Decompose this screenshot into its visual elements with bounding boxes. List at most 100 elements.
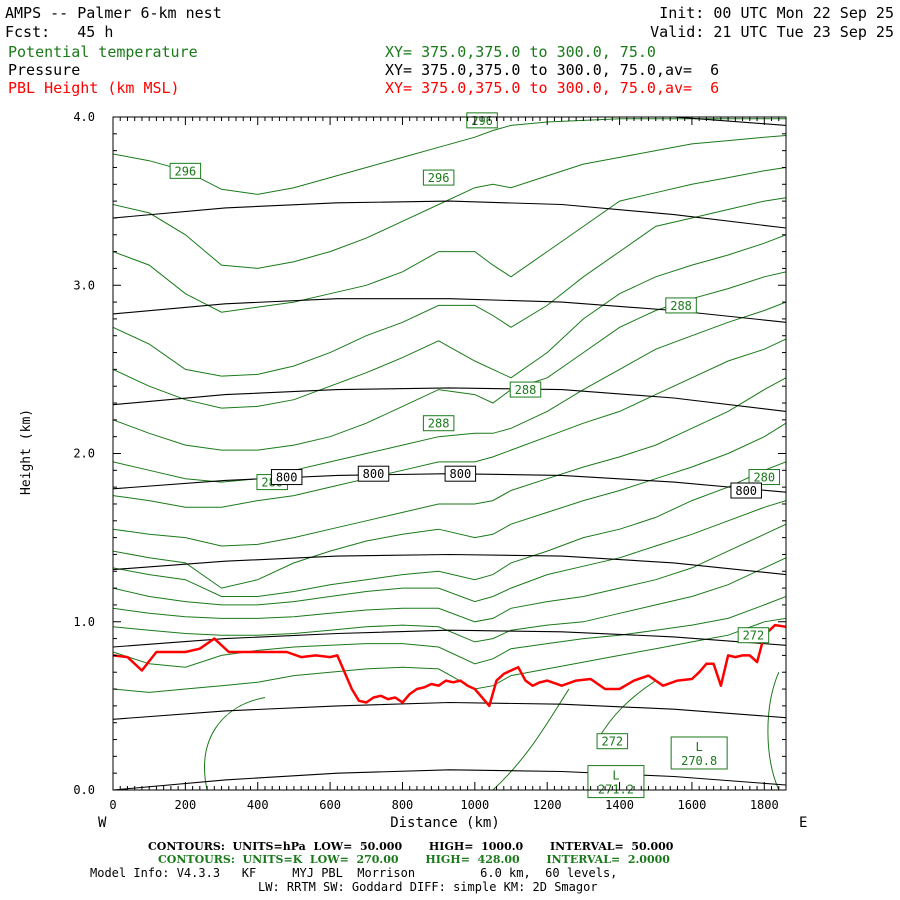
- pressure-contour-label: 800: [270, 469, 303, 486]
- x-tick-label: 1000: [460, 798, 489, 812]
- theta-low-value: 270.8: [681, 754, 717, 768]
- theta-contour-label: 272: [737, 627, 770, 644]
- theta-contour-label-text: 296: [175, 164, 197, 178]
- theta-contour-label-text: 288: [515, 383, 537, 397]
- theta-low-letter: L: [612, 769, 619, 783]
- legend-pbl-xy: XY= 375.0,375.0 to 300.0, 75.0,av= 6: [385, 79, 720, 97]
- theta-contour-line: [492, 688, 570, 790]
- legend-pbl-name: PBL Height (km MSL): [8, 79, 180, 97]
- theta-contour-label: 288: [422, 415, 455, 432]
- theta-contour-label-box: [737, 627, 770, 644]
- pressure-contour-label: 800: [357, 465, 390, 482]
- pressure-contour-line: [113, 200, 786, 229]
- y-tick-label: 3.0: [73, 278, 95, 292]
- theta-contour-line: [113, 234, 786, 409]
- theta-contour-label-box: [596, 733, 629, 750]
- axis-ticks-layer: 0 200 400 600 800 1000 1200 1400 1600 1800 0.0 1.0 2…: [73, 110, 786, 812]
- footer-model-info: Model Info: V4.3.3 KF MYJ PBL Morrison 6…: [90, 866, 618, 880]
- theta-contour-line: [113, 338, 786, 508]
- contour-labels-layer: 2962962962882882882802802722728008008008…: [169, 112, 781, 799]
- pressure-contour-label-box: [444, 465, 477, 482]
- theta-contour-line: [113, 500, 786, 606]
- pressure-contour-label-box: [730, 482, 762, 499]
- x-tick-label: 0: [109, 798, 116, 812]
- theta-contour-label-text: 272: [743, 629, 765, 643]
- theta-contour-label-text: 272: [601, 735, 623, 749]
- pressure-contour-line: [113, 387, 786, 412]
- pressure-contour-line: [113, 629, 786, 648]
- x-west-label: W: [98, 815, 107, 831]
- theta-contour-label-box: [422, 415, 455, 432]
- theta-contour-line: [204, 696, 266, 790]
- pressure-contours-layer: [113, 117, 786, 790]
- pressure-contour-label: 800: [730, 482, 762, 499]
- y-tick-label: 2.0: [73, 447, 95, 461]
- theta-contour-label: 280: [748, 469, 781, 486]
- legend-pressure-xy: XY= 375.0,375.0 to 300.0, 75.0,av= 6: [385, 61, 720, 79]
- pressure-contour-label-box: [357, 465, 390, 482]
- x-tick-label: 1400: [605, 798, 634, 812]
- footer-theta-contours: CONTOURS: UNITS=K LOW= 270.00 HIGH= 428.…: [158, 853, 670, 866]
- theta-low-box: [670, 736, 728, 770]
- theta-contour-line: [113, 523, 786, 623]
- theta-contour-line: [113, 301, 786, 483]
- x-tick-label: 400: [247, 798, 269, 812]
- theta-contour-line: [113, 557, 786, 643]
- pressure-contour-line: [113, 701, 786, 720]
- theta-contour-label-box: [665, 297, 697, 314]
- plot-frame: [112, 116, 787, 791]
- pressure-contour-label-text: 800: [450, 467, 472, 481]
- theta-contour-label-box: [169, 162, 202, 179]
- theta-contour-line: [113, 596, 786, 668]
- pbl-layer: [112, 623, 787, 708]
- chart-title: AMPS -- Palmer 6-km nest: [5, 4, 222, 22]
- theta-contour-label: 272: [596, 733, 629, 750]
- y-tick-label: 4.0: [73, 110, 95, 124]
- legend-theta-xy: XY= 375.0,375.0 to 300.0, 75.0: [385, 43, 656, 61]
- theta-contour-line: [113, 422, 786, 589]
- theta-contour-label: 296: [169, 162, 202, 179]
- pressure-contour-label-box: [270, 469, 303, 486]
- pressure-contour-line: [113, 769, 786, 790]
- pressure-contour-label: 800: [444, 465, 477, 482]
- theta-contour-label-box: [748, 469, 781, 486]
- pressure-contour-label-text: 800: [276, 471, 298, 485]
- x-tick-label: 1600: [677, 798, 706, 812]
- x-tick-label: 1800: [750, 798, 779, 812]
- init-time: Init: 00 UTC Mon 22 Sep 25: [659, 4, 894, 22]
- theta-contour-label-box: [509, 381, 542, 398]
- theta-contour-label-text: 288: [670, 299, 692, 313]
- theta-contours-layer: [113, 118, 786, 790]
- theta-contour-label: 288: [509, 381, 542, 398]
- theta-contour-line: [113, 461, 786, 597]
- theta-low-letter: L: [696, 740, 703, 754]
- pressure-contour-line: [113, 553, 786, 576]
- theta-contour-label-text: 296: [428, 171, 450, 185]
- theta-contour-line: [113, 377, 786, 547]
- x-axis-label: Distance (km): [390, 815, 500, 831]
- legend-pressure-name: Pressure: [8, 61, 81, 79]
- x-tick-label: 800: [392, 798, 414, 812]
- pressure-contour-label-text: 800: [735, 484, 757, 498]
- y-tick-label: 0.0: [73, 783, 95, 797]
- theta-contour-line: [113, 167, 786, 313]
- theta-contour-line: [113, 135, 786, 269]
- theta-contour-line: [767, 672, 780, 790]
- theta-contour-label: 288: [665, 297, 697, 314]
- theta-contour-line: [113, 118, 786, 195]
- footer-physics-info: LW: RRTM SW: Goddard DIFF: simple KM: 2D…: [258, 880, 598, 894]
- x-tick-label: 200: [175, 798, 197, 812]
- theta-contour-label-text: 280: [753, 471, 775, 485]
- x-tick-label: 1200: [533, 798, 562, 812]
- legend-theta-name: Potential temperature: [8, 43, 198, 61]
- footer-pressure-contours: CONTOURS: UNITS=hPa LOW= 50.000 HIGH= 10…: [148, 840, 674, 853]
- x-tick-label: 600: [319, 798, 341, 812]
- pressure-contour-label-text: 800: [363, 467, 385, 481]
- x-east-label: E: [799, 815, 808, 831]
- theta-low-box: [587, 765, 645, 799]
- y-tick-label: 1.0: [73, 615, 95, 629]
- theta-contour-label-box: [422, 169, 455, 186]
